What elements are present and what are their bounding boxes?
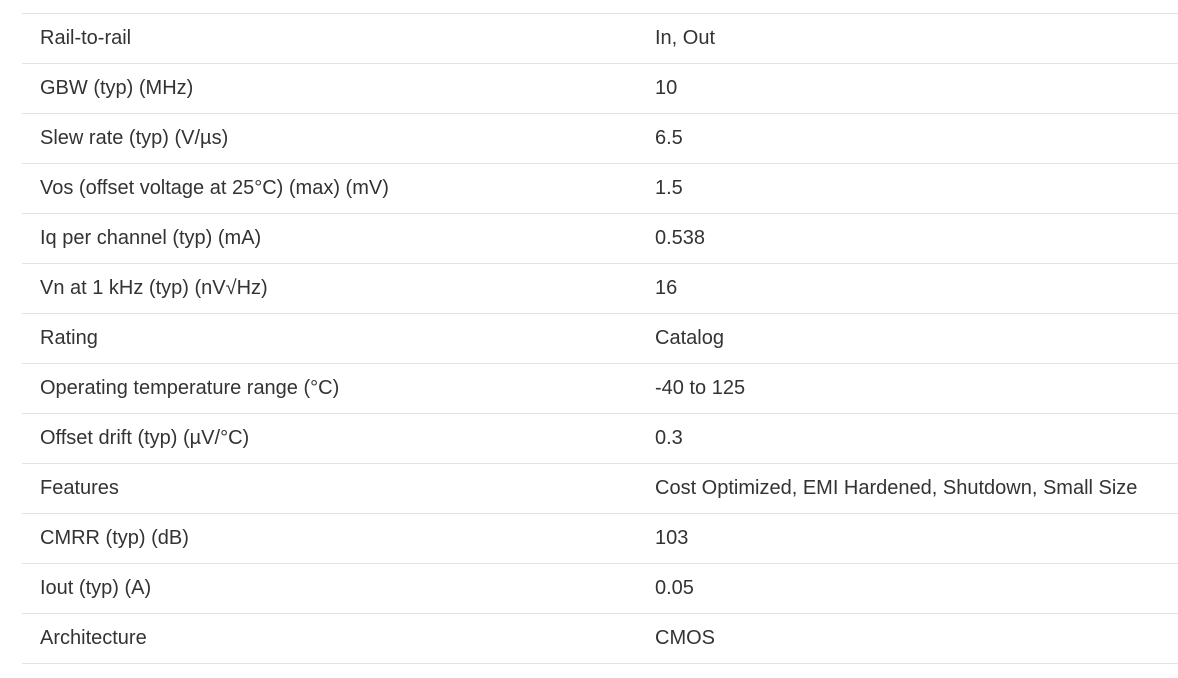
- row-value: 0.538: [655, 227, 706, 249]
- table-row: Operating temperature range (°C) -40 to …: [22, 364, 1178, 414]
- row-value: 6.5: [655, 127, 683, 149]
- row-param: Rating: [40, 327, 98, 349]
- row-value: Catalog: [655, 327, 724, 349]
- row-param: Operating temperature range (°C): [40, 377, 340, 399]
- row-param: Architecture: [40, 627, 147, 649]
- table-row: Rating Catalog: [22, 314, 1178, 364]
- row-param: Features: [40, 477, 119, 499]
- row-value: 1.5: [655, 177, 683, 199]
- table-row: Vos (offset voltage at 25°C) (max) (mV) …: [22, 164, 1178, 214]
- table-row: Iq per channel (typ) (mA) 0.538: [22, 214, 1178, 264]
- row-param: Vos (offset voltage at 25°C) (max) (mV): [40, 177, 389, 199]
- spec-table: Rail-to-rail In, Out GBW (typ) (MHz) 10 …: [22, 0, 1178, 664]
- table-row: Features Cost Optimized, EMI Hardened, S…: [22, 464, 1178, 514]
- table-row: Iout (typ) (A) 0.05: [22, 564, 1178, 614]
- row-value: CMOS: [655, 627, 715, 649]
- row-value: 0.05: [655, 577, 694, 599]
- row-param: Offset drift (typ) (µV/°C): [40, 427, 250, 449]
- row-value: 0.3: [655, 427, 683, 449]
- table-row: CMRR (typ) (dB) 103: [22, 514, 1178, 564]
- table-row: Rail-to-rail In, Out: [22, 14, 1178, 64]
- row-value: 10: [655, 77, 678, 99]
- row-value: 16: [655, 277, 678, 299]
- table-row: Vn at 1 kHz (typ) (nV√Hz) 16: [22, 264, 1178, 314]
- row-param: GBW (typ) (MHz): [40, 77, 194, 99]
- row-param: CMRR (typ) (dB): [40, 527, 189, 549]
- row-value: Cost Optimized, EMI Hardened, Shutdown, …: [655, 477, 1138, 499]
- row-param: Slew rate (typ) (V/µs): [40, 127, 229, 149]
- row-param: Iout (typ) (A): [40, 577, 152, 599]
- table-row: Slew rate (typ) (V/µs) 6.5: [22, 114, 1178, 164]
- row-value: In, Out: [655, 27, 716, 49]
- row-param: Rail-to-rail: [40, 27, 132, 49]
- row-param: Iq per channel (typ) (mA): [40, 227, 262, 249]
- table-row-cutoff: [22, 0, 1178, 14]
- row-value: -40 to 125: [655, 377, 746, 399]
- table-row: Offset drift (typ) (µV/°C) 0.3: [22, 414, 1178, 464]
- row-param: Vn at 1 kHz (typ) (nV√Hz): [40, 277, 268, 299]
- table-row: GBW (typ) (MHz) 10: [22, 64, 1178, 114]
- table-row: Architecture CMOS: [22, 614, 1178, 664]
- row-value: 103: [655, 527, 689, 549]
